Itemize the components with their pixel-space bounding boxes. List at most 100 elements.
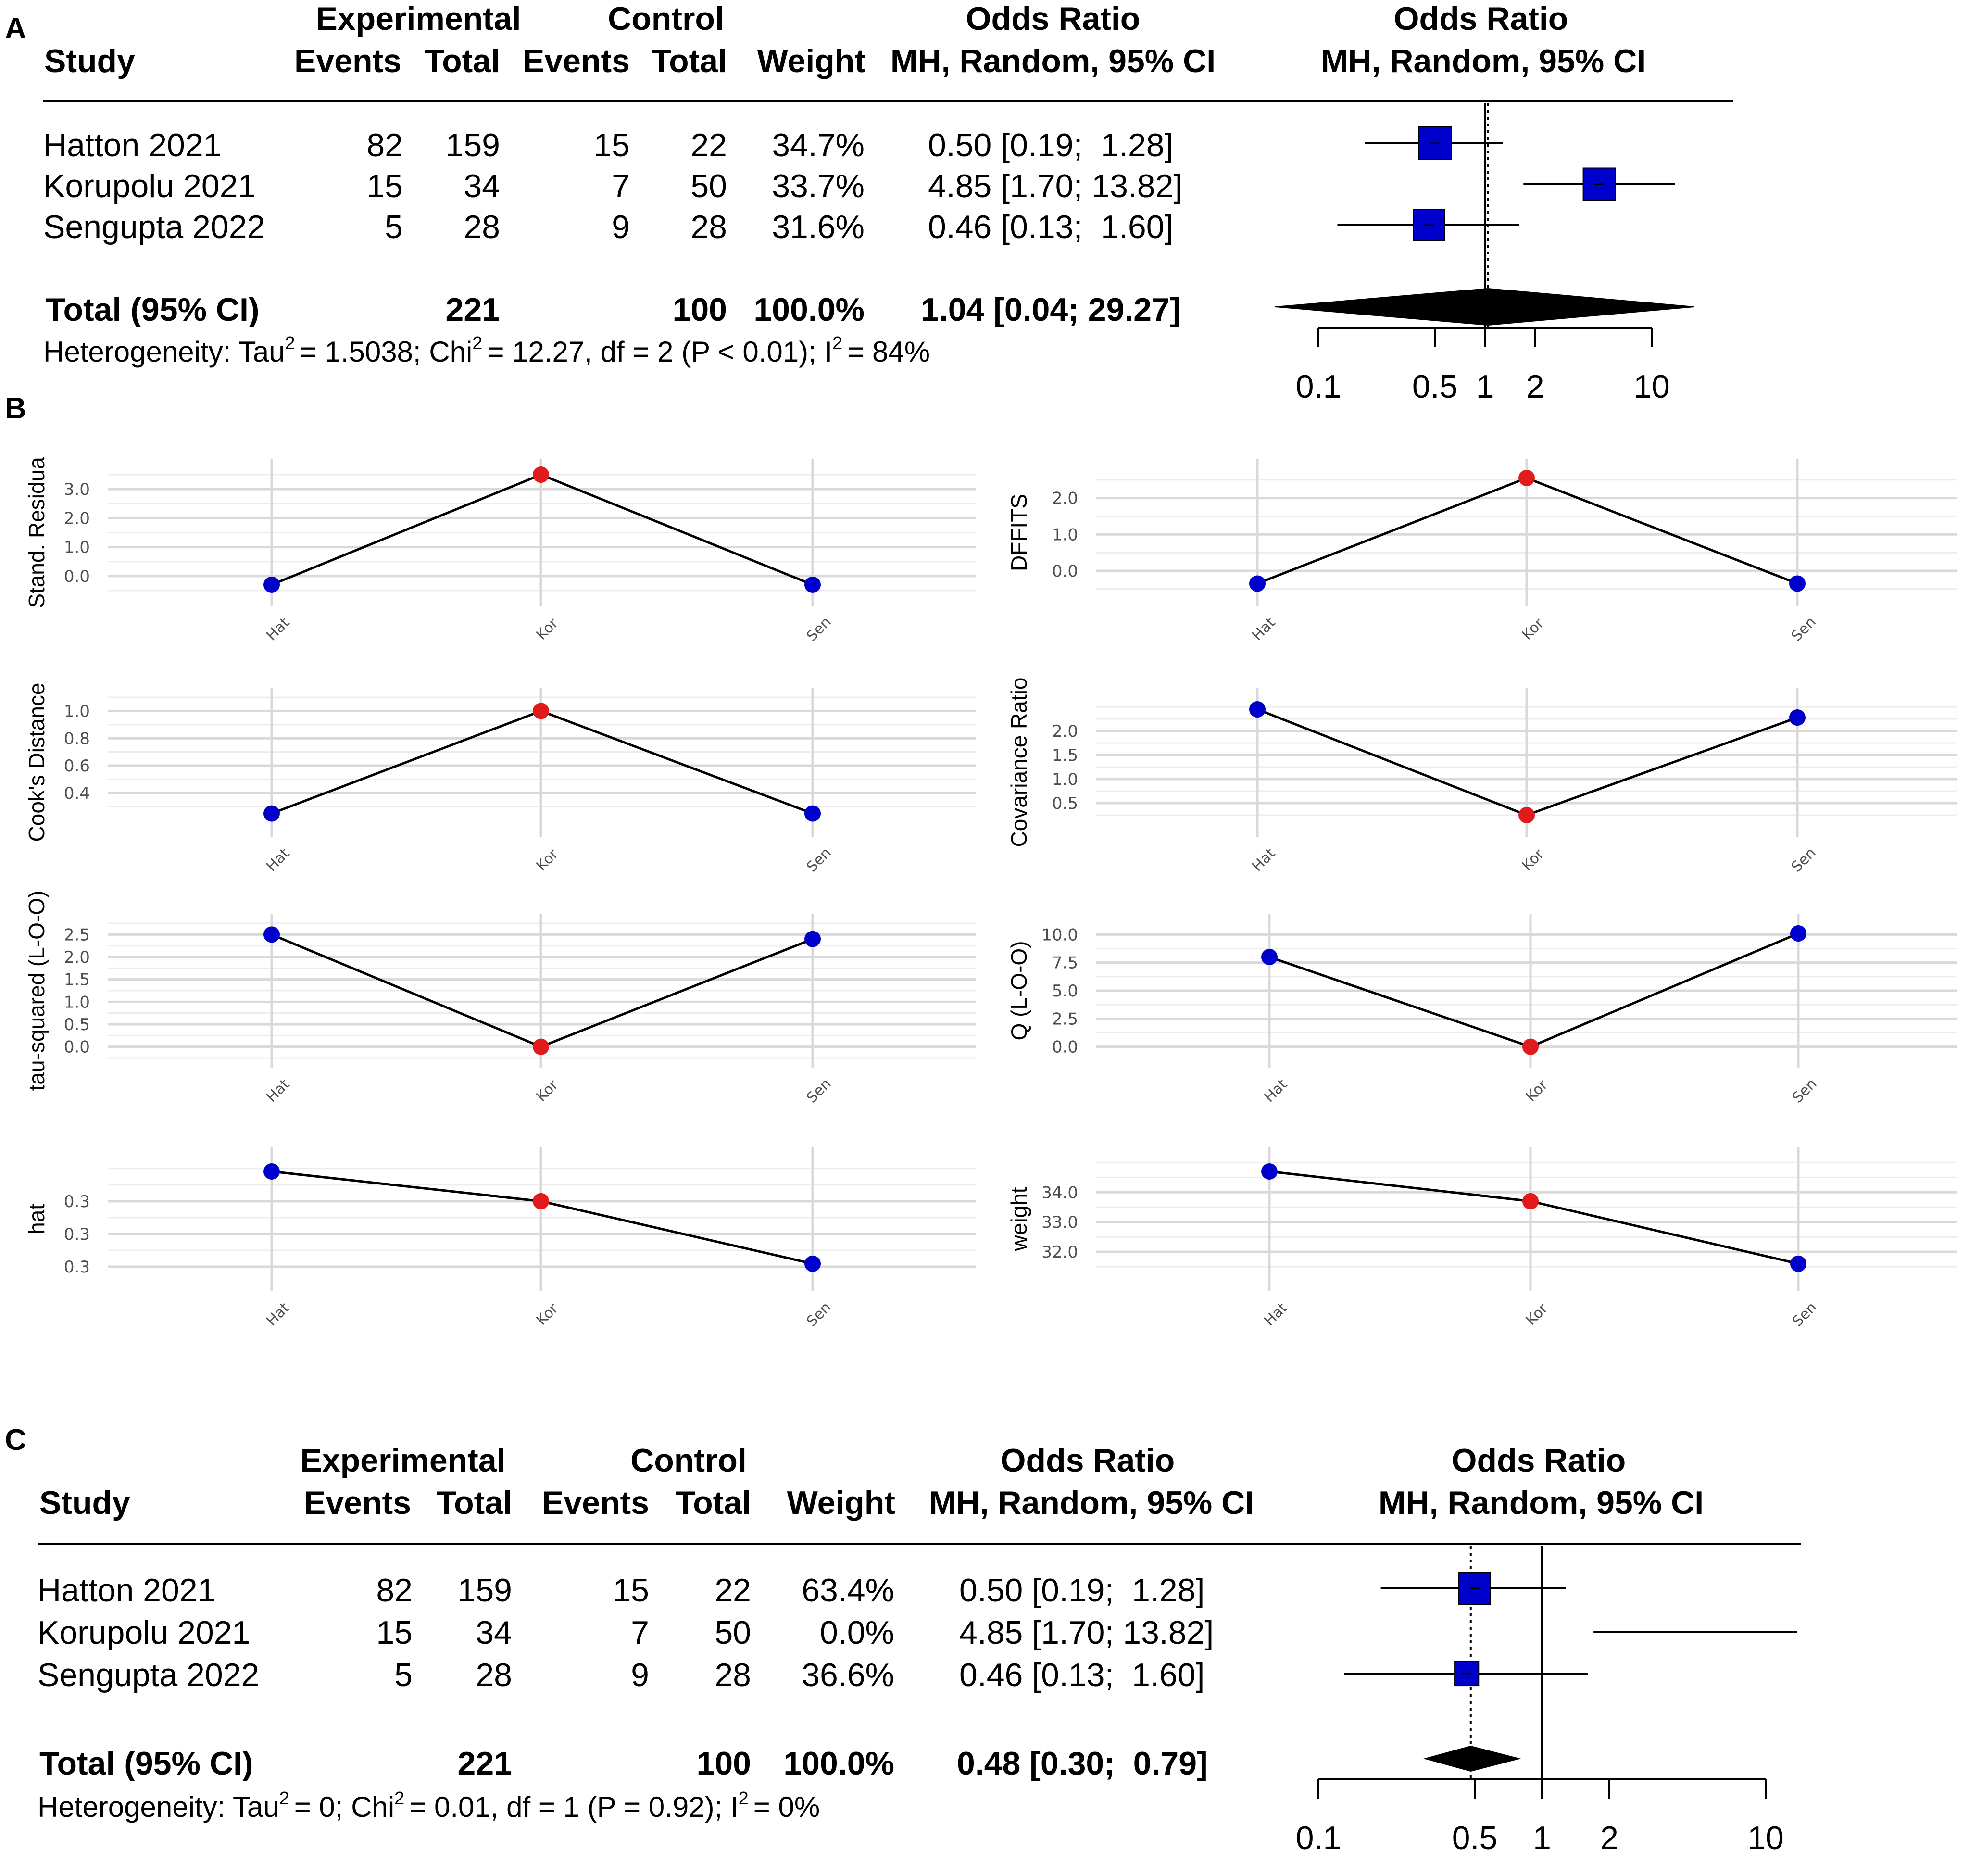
study-name: Korupolu 2021	[38, 1614, 250, 1651]
ci-text: 0.46 [0.13; 1.60]	[928, 209, 1173, 245]
heterogeneity-text: Heterogeneity: Tau2 = 0; Chi2 = 0.01, df =…	[38, 1788, 820, 1823]
superscript: 2	[739, 1788, 749, 1809]
header-odds-ratio: Odds Ratio	[966, 0, 1141, 37]
x-tick-label: Hat	[1249, 845, 1279, 875]
y-axis-label: Cook's Distance	[24, 683, 49, 842]
x-tick-label: Sen	[803, 614, 835, 645]
header-exp-total: Total	[425, 43, 500, 79]
header-experimental: Experimental	[315, 0, 521, 37]
influence-plot-dffits: 0.0 1.0 2.0 DFFITS Hat Kor Sen	[1006, 459, 1957, 645]
influence-plot-tau-squared-l-o-o: 0.0 0.5 1.0 1.5 2.0 2.5 tau-squared (L-O-O) Hat…	[24, 891, 976, 1107]
header-experimental: Experimental	[300, 1442, 505, 1479]
y-tick-label: 0.0	[1052, 1038, 1078, 1057]
y-tick-label: 10.0	[1041, 925, 1078, 944]
panel-label-b: B	[5, 392, 26, 425]
het-tau: = 1.5038; Chi	[300, 336, 473, 368]
table-row: Sengupta 2022 5 28 9 28 36.6% 0.46 [0.13…	[38, 1657, 1204, 1693]
x-tick-label: Sen	[803, 844, 835, 876]
ci-text: 0.50 [0.19; 1.28]	[928, 127, 1173, 164]
total-ctl: 100	[697, 1745, 751, 1782]
ctl-total: 22	[690, 127, 727, 164]
x-tick-label: 0.1	[1296, 368, 1342, 405]
data-point	[1518, 807, 1535, 823]
data-point	[804, 805, 821, 822]
data-point	[1789, 575, 1806, 592]
y-tick-label: 2.0	[1052, 722, 1078, 741]
superscript: 2	[472, 333, 482, 353]
y-tick-label: 2.0	[64, 509, 90, 528]
ctl-events: 7	[631, 1614, 649, 1651]
forest-plot-c: 0.1 0.5 1 2 10	[1296, 1546, 1797, 1856]
total-exp: 221	[458, 1745, 512, 1782]
y-tick-label: 0.0	[64, 1038, 90, 1057]
x-tick-label: Kor	[533, 615, 562, 643]
x-tick-label: Sen	[1788, 614, 1819, 645]
x-tick-label: Hat	[263, 845, 293, 875]
het-chi: = 12.27, df = 2 (P < 0.01); I	[487, 336, 832, 368]
exp-events: 5	[394, 1657, 413, 1693]
influence-plot-covariance-ratio: 0.5 1.0 1.5 2.0 Covariance Ratio Hat Kor Sen	[1006, 678, 1957, 876]
panel-b-influence: 0.0 1.0 2.0 3.0 Stand. Residua Hat Kor Sen 0.0 1.…	[24, 457, 1957, 1330]
x-tick-label: Hat	[1261, 1076, 1291, 1106]
data-point	[533, 1193, 549, 1209]
data-point	[1522, 1038, 1539, 1055]
header-ctl-events: Events	[542, 1485, 649, 1521]
header-exp-events: Events	[304, 1485, 411, 1521]
exp-total: 34	[476, 1614, 512, 1651]
total-weight: 100.0%	[753, 291, 865, 328]
x-tick-label: 2	[1600, 1820, 1618, 1856]
y-tick-label: 3.0	[64, 480, 90, 499]
x-tick-label: Hat	[263, 614, 293, 644]
x-tick-label: 10	[1633, 368, 1670, 405]
x-tick-label: 1	[1476, 368, 1494, 405]
data-point	[1261, 949, 1278, 965]
data-point	[533, 1038, 549, 1055]
ci-text: 0.46 [0.13; 1.60]	[959, 1657, 1204, 1693]
header-odds-ratio: Odds Ratio	[1001, 1442, 1175, 1479]
data-point	[804, 1255, 821, 1272]
weight: 36.6%	[802, 1657, 894, 1693]
study-name: Hatton 2021	[38, 1572, 216, 1609]
het-tau: = 0; Chi	[294, 1791, 394, 1823]
ctl-total: 28	[690, 209, 727, 245]
ctl-total: 28	[715, 1657, 751, 1693]
y-tick-label: 0.6	[64, 756, 90, 776]
table-row: Sengupta 2022 5 28 9 28 31.6% 0.46 [0.13…	[43, 209, 1173, 245]
y-tick-label: 0.3	[64, 1192, 90, 1211]
x-tick-label: Kor	[1519, 615, 1548, 643]
y-tick-label: 34.0	[1041, 1183, 1078, 1202]
header-method: MH, Random, 95% CI	[929, 1485, 1254, 1521]
influence-plot-q-l-o-o: 0.0 2.5 5.0 7.5 10.0 Q (L-O-O) Hat Kor Sen	[1006, 914, 1957, 1107]
study-name: Sengupta 2022	[38, 1657, 259, 1693]
x-tick-label: Kor	[1523, 1300, 1552, 1329]
data-point	[533, 466, 549, 483]
superscript: 2	[285, 333, 295, 353]
influence-plot-weight: 32.0 33.0 34.0 weight Hat Kor Sen	[1006, 1147, 1957, 1330]
data-point	[263, 576, 280, 593]
total-exp: 221	[446, 291, 500, 328]
ctl-events: 15	[613, 1572, 649, 1609]
het-chi: = 0.01, df = 1 (P = 0.92); I	[409, 1791, 738, 1823]
x-tick-label: Sen	[1789, 1075, 1820, 1107]
exp-events: 82	[366, 127, 403, 164]
y-axis-label: hat	[24, 1204, 49, 1234]
exp-events: 5	[385, 209, 403, 245]
data-point	[1522, 1193, 1539, 1209]
y-axis-label: weight	[1006, 1187, 1031, 1251]
y-tick-label: 33.0	[1041, 1213, 1078, 1232]
y-tick-label: 1.0	[1052, 525, 1078, 544]
header-method-plot: MH, Random, 95% CI	[1379, 1485, 1704, 1521]
het-i2: = 84%	[847, 336, 930, 368]
header-ctl-total: Total	[676, 1485, 751, 1521]
total-label: Total (95% CI)	[39, 1745, 253, 1782]
series-line	[1269, 1170, 1799, 1265]
x-tick-label: 0.5	[1452, 1820, 1498, 1856]
data-point	[1789, 709, 1806, 726]
weight: 31.6%	[772, 209, 865, 245]
exp-total: 34	[464, 168, 500, 204]
superscript: 2	[832, 333, 842, 353]
header-control: Control	[608, 0, 724, 37]
header-exp-total: Total	[437, 1485, 512, 1521]
y-tick-label: 1.0	[64, 993, 90, 1012]
